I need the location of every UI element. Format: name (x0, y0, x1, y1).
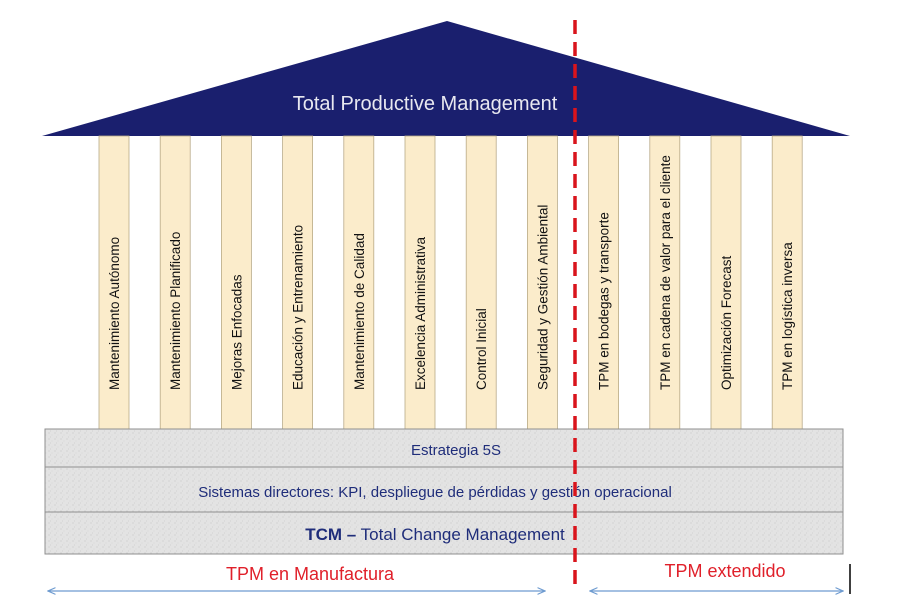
extendido-label: TPM extendido (664, 561, 785, 581)
foundation-text-5s: Estrategia 5S (411, 442, 501, 459)
foundation-row-tcm (44, 511, 844, 555)
pillar (220, 135, 252, 430)
pillar (527, 135, 558, 430)
pillar (282, 135, 314, 430)
roof (42, 21, 850, 136)
pillar (771, 135, 803, 430)
pillar-label: Mantenimiento Autónomo (107, 237, 122, 390)
foundation-text-tcm: TCM – Total Change Management (305, 525, 565, 544)
pillar-label: Mantenimiento de Calidad (352, 233, 367, 390)
pillar-label: Optimización Forecast (719, 255, 734, 390)
foundation: Estrategia 5S Sistemas directores: KPI, … (44, 428, 844, 555)
pillar-label: Control Inicial (474, 308, 489, 390)
pillar (98, 135, 130, 430)
pillar-label: Seguridad y Gestión Ambiental (535, 205, 550, 390)
foundation-row-5s (44, 428, 844, 468)
pillar-label: Excelencia Administrativa (413, 236, 428, 390)
foundation-row-systems (44, 466, 844, 513)
pillar (649, 135, 681, 430)
pillar-label: Educación y Entrenamiento (291, 225, 306, 390)
pillar (404, 135, 436, 430)
manufactura-label: TPM en Manufactura (226, 564, 395, 584)
foundation-text-systems: Sistemas directores: KPI, despliegue de … (198, 484, 672, 501)
tcm-rest: Total Change Management (356, 525, 565, 544)
pillars: Mantenimiento Autónomo Mantenimiento Plan… (98, 135, 803, 430)
pillar (710, 135, 742, 430)
pillar-label: Mejoras Enfocadas (229, 274, 244, 390)
pillar-label: Mantenimiento Planificado (168, 232, 183, 390)
roof-title: Total Productive Management (293, 93, 558, 115)
pillar-label: TPM en bodegas y transporte (597, 212, 612, 390)
pillar (159, 135, 191, 430)
pillar-label: TPM en cadena de valor para el cliente (658, 155, 673, 390)
pillar-label: TPM en logística inversa (780, 242, 795, 390)
tcm-bold: TCM – (305, 525, 356, 544)
